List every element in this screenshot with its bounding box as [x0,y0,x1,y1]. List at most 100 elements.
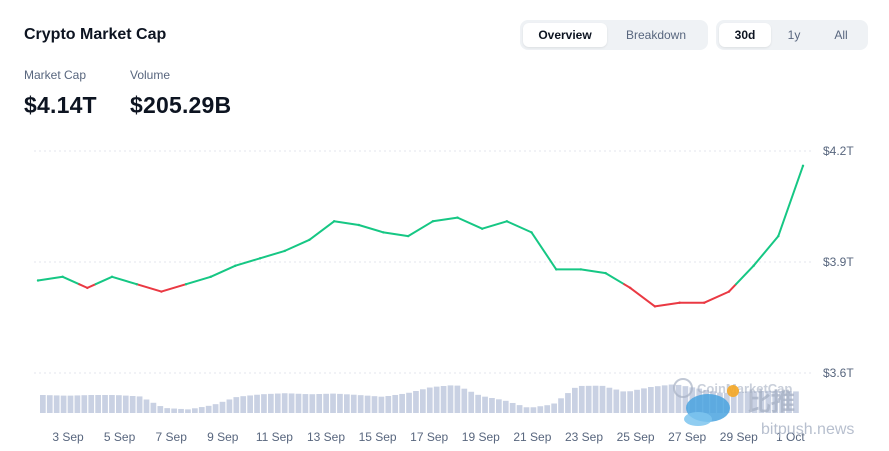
volume-bar [668,384,675,413]
volume-bar [772,390,779,413]
volume-bar [654,386,661,413]
price-point [777,234,780,238]
price-point [629,286,632,290]
price-segment [61,275,81,286]
volume-bar [682,386,689,413]
volume-bar [274,393,281,413]
price-point [357,223,361,227]
volume-bar [634,389,640,413]
price-segment [94,275,114,286]
price-segment [234,257,262,267]
price-point [801,164,805,167]
volume-bar [572,387,578,413]
volume-bar [129,396,136,413]
volume-bar [323,393,329,413]
volume-bar [226,399,233,413]
price-point [209,275,212,278]
market-cap-label: Market Cap [24,68,87,82]
x-tick-label: 11 Sep [256,430,293,444]
volume-bar [523,407,530,413]
price-line [36,164,805,308]
volume-bar [758,390,765,413]
volume-bar [109,395,115,413]
volume-bar [730,392,737,413]
volume-bar [302,394,309,413]
price-segment [86,283,97,289]
volume-bar [433,386,440,413]
x-tick-label: 1 Oct [776,430,805,444]
volume-bar [88,395,95,413]
volume-bar [599,385,606,413]
volume-bar [164,408,171,413]
price-segment [653,301,681,308]
range-30d[interactable]: 30d [719,23,771,47]
volume-bar [613,389,620,413]
volume-bar [413,391,419,413]
grid-lines [34,150,812,374]
volume-bar [60,395,67,413]
price-segment [357,224,385,234]
price-segment [777,164,804,238]
volume-bar [219,401,226,413]
volume-bar [385,396,392,413]
volume-bar [530,407,537,413]
x-tick-label: 27 Sep [668,430,706,444]
x-tick-label: 21 Sep [513,430,551,444]
volume-bar [364,395,371,413]
volume-bar [254,394,260,413]
price-point [332,220,336,223]
price-segment [111,275,138,286]
price-point [258,257,262,260]
volume-bar [350,394,357,413]
volume-bar [46,395,53,413]
volume-bar [627,391,633,413]
range-1y[interactable]: 1y [787,28,801,42]
volume-bar [157,406,164,413]
price-segment [160,283,188,293]
price-point [579,268,583,271]
volume-bar [67,395,74,413]
volume-bar [406,392,412,413]
volume-bar [95,395,101,413]
x-tick-label: 7 Sep [156,430,188,444]
volume-bar [212,404,219,413]
price-segment [135,283,163,293]
watermark-brand: CoinMarketCap [697,381,792,396]
volume-bar [399,393,405,413]
x-tick-label: 15 Sep [359,430,397,444]
coin-icon [727,385,739,397]
price-point [61,275,64,278]
volume-bar [475,394,481,413]
price-point [431,220,435,223]
volume-bar [440,386,447,413]
volume-bar [337,393,343,413]
x-tick-label: 23 Sep [565,430,603,444]
volume-bar [641,388,647,413]
volume-bar [233,397,240,413]
volume-bars [40,384,799,413]
volume-bar [178,408,184,413]
x-tick-label: 29 Sep [720,430,758,444]
watermark-cn: 比推 [747,389,795,416]
volume-label: Volume [130,68,171,82]
volume-bar [192,408,198,413]
price-segment [209,264,237,278]
volume-bar [516,405,523,413]
watermark-site: bitpush.news [761,421,854,438]
chart-title: Crypto Market Cap [24,26,167,43]
price-point [505,220,509,223]
tab-breakdown[interactable]: Breakdown [625,28,687,42]
volume-bar [371,396,378,413]
watermark: CoinMarketCap 比推 bitpush.news [673,378,854,438]
market-cap-value: $4.14T [24,92,97,118]
price-segment [505,220,533,234]
price-point [160,290,163,293]
volume-bar [565,393,571,413]
tab-overview[interactable]: Overview [523,23,607,47]
x-tick-label: 5 Sep [104,430,136,444]
volume-bar [426,387,433,413]
price-point [234,264,237,267]
price-segment [283,238,311,252]
range-all[interactable]: All [834,28,848,42]
